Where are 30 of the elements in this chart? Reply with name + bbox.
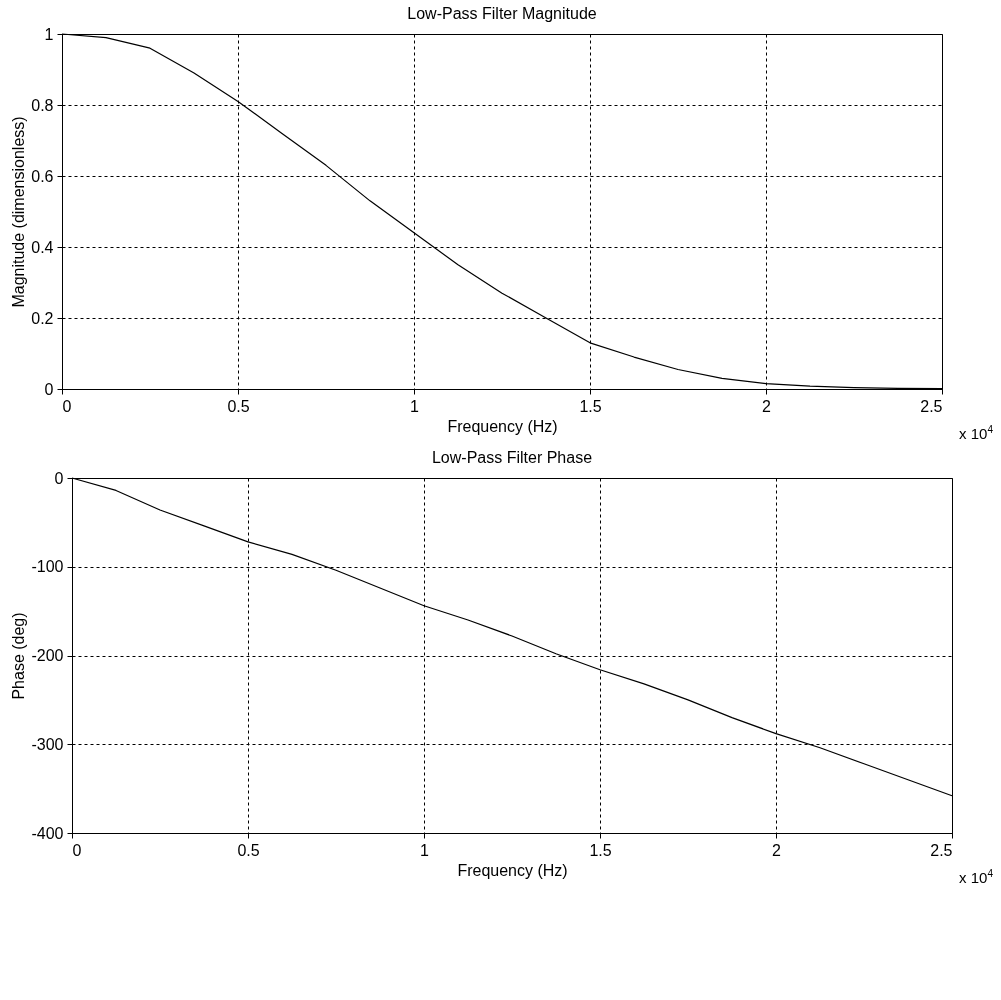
- x-tick-label: 1.5: [589, 841, 612, 859]
- x-tick-label: 0: [72, 841, 82, 859]
- x-axis-title: Frequency (Hz): [457, 861, 568, 879]
- x-tick-label: 1.5: [579, 397, 602, 415]
- y-axis-title: Magnitude (dimensionless): [10, 116, 28, 308]
- x-tick-label: 1: [410, 397, 420, 415]
- x-tick-label: 1: [420, 841, 430, 859]
- y-tick-label: -400: [31, 824, 64, 842]
- x-tick-label: 2: [772, 841, 782, 859]
- y-tick-label: 0.2: [31, 309, 54, 327]
- x-tick-label: 2.5: [930, 841, 953, 859]
- y-tick-label: 0.6: [31, 167, 54, 185]
- x-tick-label: 2: [762, 397, 772, 415]
- text: x 10$^{4}$: [959, 868, 993, 886]
- x-tick-label: 2.5: [920, 397, 943, 415]
- x-axis-title: Frequency (Hz): [447, 417, 558, 435]
- y-tick-label: -100: [31, 558, 64, 576]
- y-tick-label: -300: [31, 735, 64, 753]
- y-tick-label: -200: [31, 647, 64, 664]
- y-tick-label: 0: [54, 469, 64, 487]
- x-tick-label: 0.5: [227, 397, 250, 415]
- x-tick-label: 0.5: [237, 841, 260, 859]
- y-tick-label: 0.8: [31, 96, 54, 114]
- chart-title: Low-Pass Filter Magnitude: [407, 5, 597, 22]
- y-tick-label: 1: [44, 25, 54, 43]
- chart-title: Low-Pass Filter Phase: [431, 449, 593, 466]
- y-tick-label: 0: [44, 380, 54, 398]
- text: x 10$^{4}$: [959, 424, 993, 442]
- y-tick-label: 0.4: [31, 238, 54, 256]
- y-axis-title: Phase (deg): [10, 612, 28, 700]
